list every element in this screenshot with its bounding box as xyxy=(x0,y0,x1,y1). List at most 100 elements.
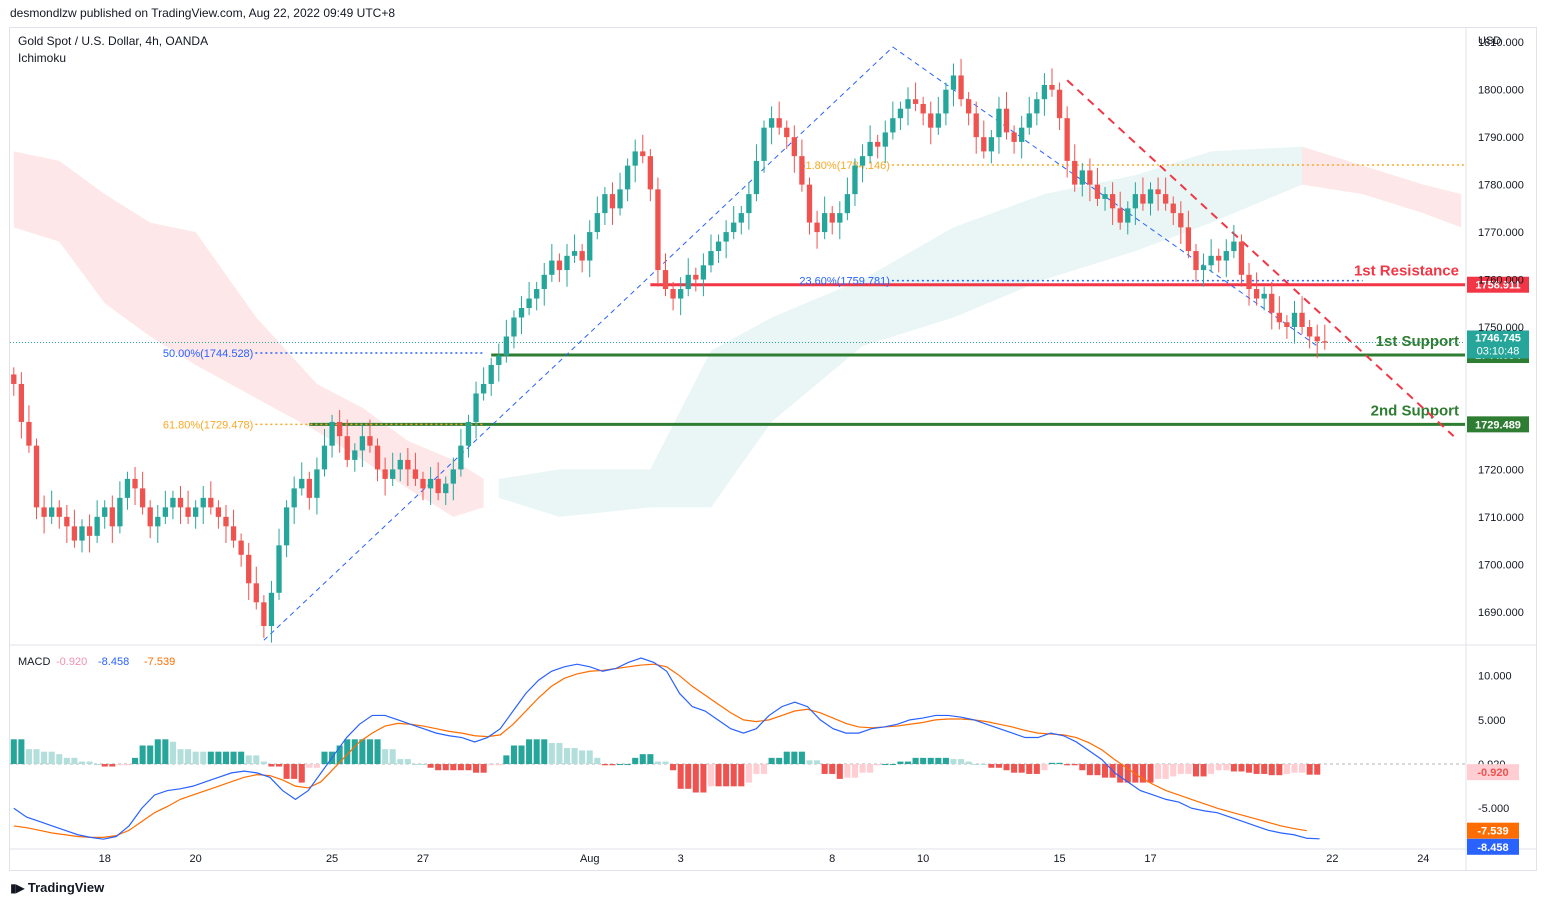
candle-body xyxy=(56,507,62,517)
candle-body xyxy=(693,274,699,280)
macd-tag-1 xyxy=(1467,822,1519,839)
macd-hist-bar xyxy=(867,764,874,773)
last-price-value: 1746.745 xyxy=(1475,332,1521,344)
macd-hist-bar xyxy=(56,754,63,765)
candle-body xyxy=(715,241,722,252)
price-tick: 1780.000 xyxy=(1478,180,1524,192)
candle-body xyxy=(405,459,411,470)
candle-body xyxy=(1140,194,1146,204)
macd-tag-text-1: -7.539 xyxy=(1477,826,1508,838)
macd-hist-bar xyxy=(41,751,48,765)
candle-body xyxy=(670,289,676,299)
macd-hist-bar xyxy=(1291,764,1298,773)
candle-body xyxy=(11,374,17,384)
candle-body xyxy=(1056,89,1063,119)
candle-body xyxy=(1049,84,1055,90)
candle-body xyxy=(374,445,381,470)
chart-title: Gold Spot / U.S. Dollar, 4h, OANDA xyxy=(18,34,208,48)
macd-hist-bar xyxy=(526,739,533,765)
macd-hist-bar xyxy=(594,757,601,765)
macd-hist-bar xyxy=(768,757,775,765)
candle-body xyxy=(208,497,214,508)
macd-hist-bar xyxy=(1215,764,1222,771)
candle-body xyxy=(821,213,828,233)
macd-hist-bar xyxy=(935,757,942,765)
candle-body xyxy=(117,497,123,527)
macd-hist-bar xyxy=(1056,762,1063,765)
candle-body xyxy=(988,137,995,152)
candle-body xyxy=(94,516,100,536)
macd-hist-bar xyxy=(48,751,55,765)
macd-hist-bar xyxy=(116,764,123,766)
macd-hist-bar xyxy=(222,751,230,765)
macd-hist-bar xyxy=(707,764,715,787)
time-tick: 22 xyxy=(1326,853,1338,865)
last-price-tag xyxy=(1467,330,1529,359)
candle-body xyxy=(33,445,40,508)
time-tick: 24 xyxy=(1417,853,1429,865)
time-tick: 15 xyxy=(1053,853,1065,865)
macd-hist-bar xyxy=(897,761,904,765)
candle-body xyxy=(1269,293,1275,313)
candle-body xyxy=(624,165,631,190)
macd-hist-bar xyxy=(670,764,677,771)
macd-hist-bar xyxy=(33,749,40,765)
macd-value: -8.458 xyxy=(98,656,129,668)
price-tick: 1760.000 xyxy=(1478,275,1524,287)
macd-hist-bar xyxy=(268,764,275,767)
candle-body xyxy=(1117,208,1123,223)
macd-hist-bar xyxy=(1018,764,1025,773)
candle-body xyxy=(1155,189,1161,195)
macd-hist-bar xyxy=(965,761,972,765)
candle-body xyxy=(905,99,911,109)
macd-hist-bar xyxy=(571,747,578,765)
macd-hist-bar xyxy=(359,739,366,765)
macd-hist-bar xyxy=(351,739,358,765)
macd-hist-bar xyxy=(86,761,93,765)
price-tick: 1810.000 xyxy=(1478,37,1524,49)
candle-body xyxy=(640,151,646,157)
time-tick: 10 xyxy=(917,853,929,865)
candle-body xyxy=(41,507,47,517)
candle-body xyxy=(443,483,449,494)
macd-hist-bar xyxy=(192,751,199,765)
macd-hist-bar xyxy=(798,751,805,765)
candle-body xyxy=(1253,289,1260,299)
macd-hist-bar xyxy=(306,764,313,768)
macd-hist-bar xyxy=(1071,764,1078,766)
fib-trend-down xyxy=(892,46,1318,347)
candle-body xyxy=(18,383,25,422)
candle-body xyxy=(450,469,456,484)
candle-body xyxy=(359,436,366,451)
macd-hist-bar xyxy=(101,764,108,767)
candle-body xyxy=(852,165,858,195)
macd-hist-bar xyxy=(654,761,661,765)
candle-body xyxy=(1102,194,1108,199)
candle-body xyxy=(1072,160,1078,185)
macd-hist-bar xyxy=(624,764,631,766)
macd-hist-bar xyxy=(1003,764,1010,771)
macd-hist-bar xyxy=(783,751,790,765)
candle-body xyxy=(435,478,441,494)
macd-hist-bar xyxy=(647,754,654,765)
candle-body xyxy=(382,469,388,479)
tradingview-footer[interactable]: ▮▶ TradingView xyxy=(10,880,104,895)
candle-body xyxy=(420,478,426,489)
candle-body xyxy=(685,274,691,290)
ichimoku-cloud-bearish-right xyxy=(1302,146,1462,228)
macd-hist-bar xyxy=(927,757,934,765)
macd-hist-bar xyxy=(548,743,555,765)
candle-body xyxy=(912,99,919,104)
macd-hist-bar xyxy=(533,739,540,765)
macd-hist-bar xyxy=(563,747,571,765)
macd-hist-bar xyxy=(601,764,608,766)
candle-body xyxy=(1193,251,1199,271)
candle-body xyxy=(276,545,282,593)
macd-hist-bar xyxy=(912,757,919,765)
macd-hist-bar xyxy=(920,757,927,765)
macd-label: MACD xyxy=(18,656,50,668)
candle-body xyxy=(193,507,199,517)
candle-body xyxy=(518,308,525,318)
candle-body xyxy=(958,75,964,100)
